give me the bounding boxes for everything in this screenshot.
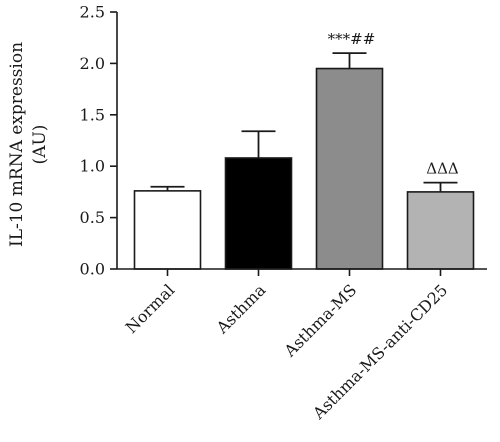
y-tick-label: 2.0: [80, 54, 105, 73]
y-axis-title-line1: IL-10 mRNA expression: [7, 42, 27, 247]
y-axis-title: IL-10 mRNA expression (AU): [7, 42, 50, 247]
y-tick-label: 0.0: [80, 260, 105, 279]
bar-normal: [133, 190, 202, 270]
bar-asthma-ms: [315, 67, 384, 270]
y-tick-label: 1.0: [80, 157, 105, 176]
y-axis-ticks: 0.0 0.5 1.0 1.5 2.0 2.5: [80, 3, 117, 279]
y-axis-title-line2: (AU): [30, 125, 50, 165]
bar-asthma: [224, 157, 293, 270]
y-tick-label: 0.5: [80, 208, 105, 227]
x-tick-label: Normal: [122, 280, 179, 337]
bar-asthma-ms-anti-cd25: [406, 191, 475, 270]
significance-label: ΔΔΔ: [426, 160, 459, 178]
y-tick-label: 2.5: [80, 3, 105, 22]
y-tick-label: 1.5: [80, 105, 105, 124]
significance-label: ***##: [328, 30, 376, 48]
x-tick-label: Asthma-MS: [280, 280, 361, 361]
x-tick-label: Asthma: [212, 280, 270, 338]
bars: ***## ΔΔΔ: [133, 30, 475, 270]
